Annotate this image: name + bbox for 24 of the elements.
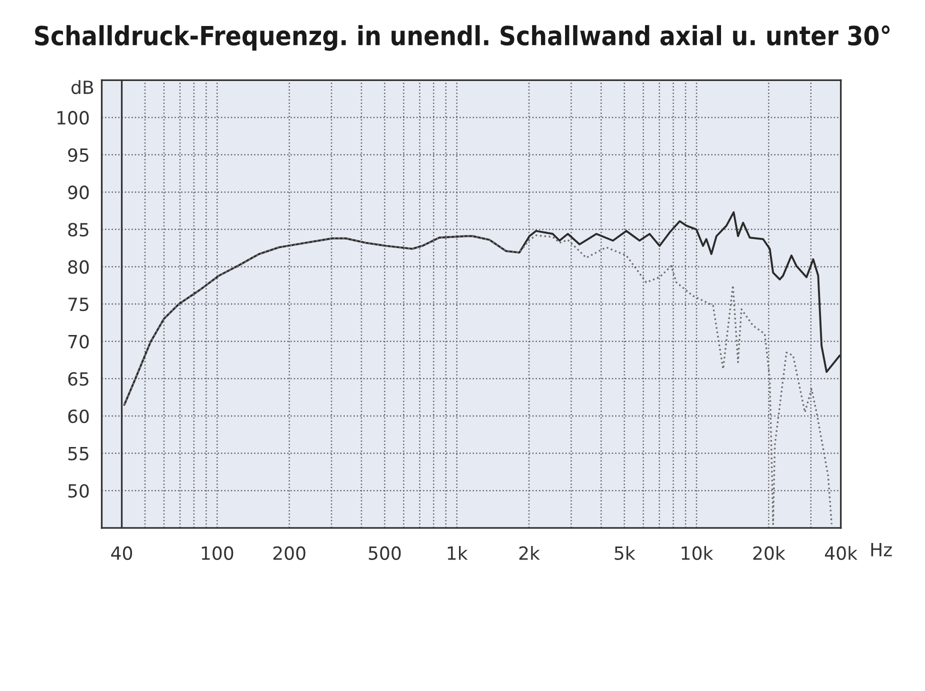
x-tick-label: 5k: [614, 546, 636, 560]
y-tick-label: 65: [68, 372, 88, 386]
x-tick-label: 40k: [824, 546, 858, 560]
chart-title: Schalldruck-Frequenzg. in unendl. Schallwand axial u. unter 30°: [35, 25, 890, 51]
x-tick-label: 500: [368, 546, 401, 560]
y-tick-label: 75: [68, 298, 88, 312]
y-tick-label: 100: [57, 110, 89, 125]
y-axis-title: dB: [72, 80, 94, 94]
x-axis-title: Hz: [871, 543, 892, 556]
x-tick-label: 1k: [448, 546, 468, 560]
x-tick-label: 2k: [519, 546, 540, 560]
x-tick-label: 200: [273, 546, 306, 560]
y-tick-label: 55: [68, 446, 88, 460]
x-tick-label: 20k: [753, 546, 786, 560]
y-tick-label: 60: [68, 409, 89, 424]
y-tick-label: 50: [68, 484, 89, 498]
x-tick-label: 10k: [682, 546, 714, 560]
y-tick-label: 90: [68, 186, 89, 200]
x-tick-label: 40: [111, 546, 132, 560]
y-tick-label: 85: [68, 222, 88, 237]
y-tick-label: 95: [68, 148, 88, 162]
x-tick-label: 100: [202, 546, 234, 560]
y-tick-label: 70: [68, 334, 89, 348]
y-tick-label: 80: [68, 260, 89, 274]
